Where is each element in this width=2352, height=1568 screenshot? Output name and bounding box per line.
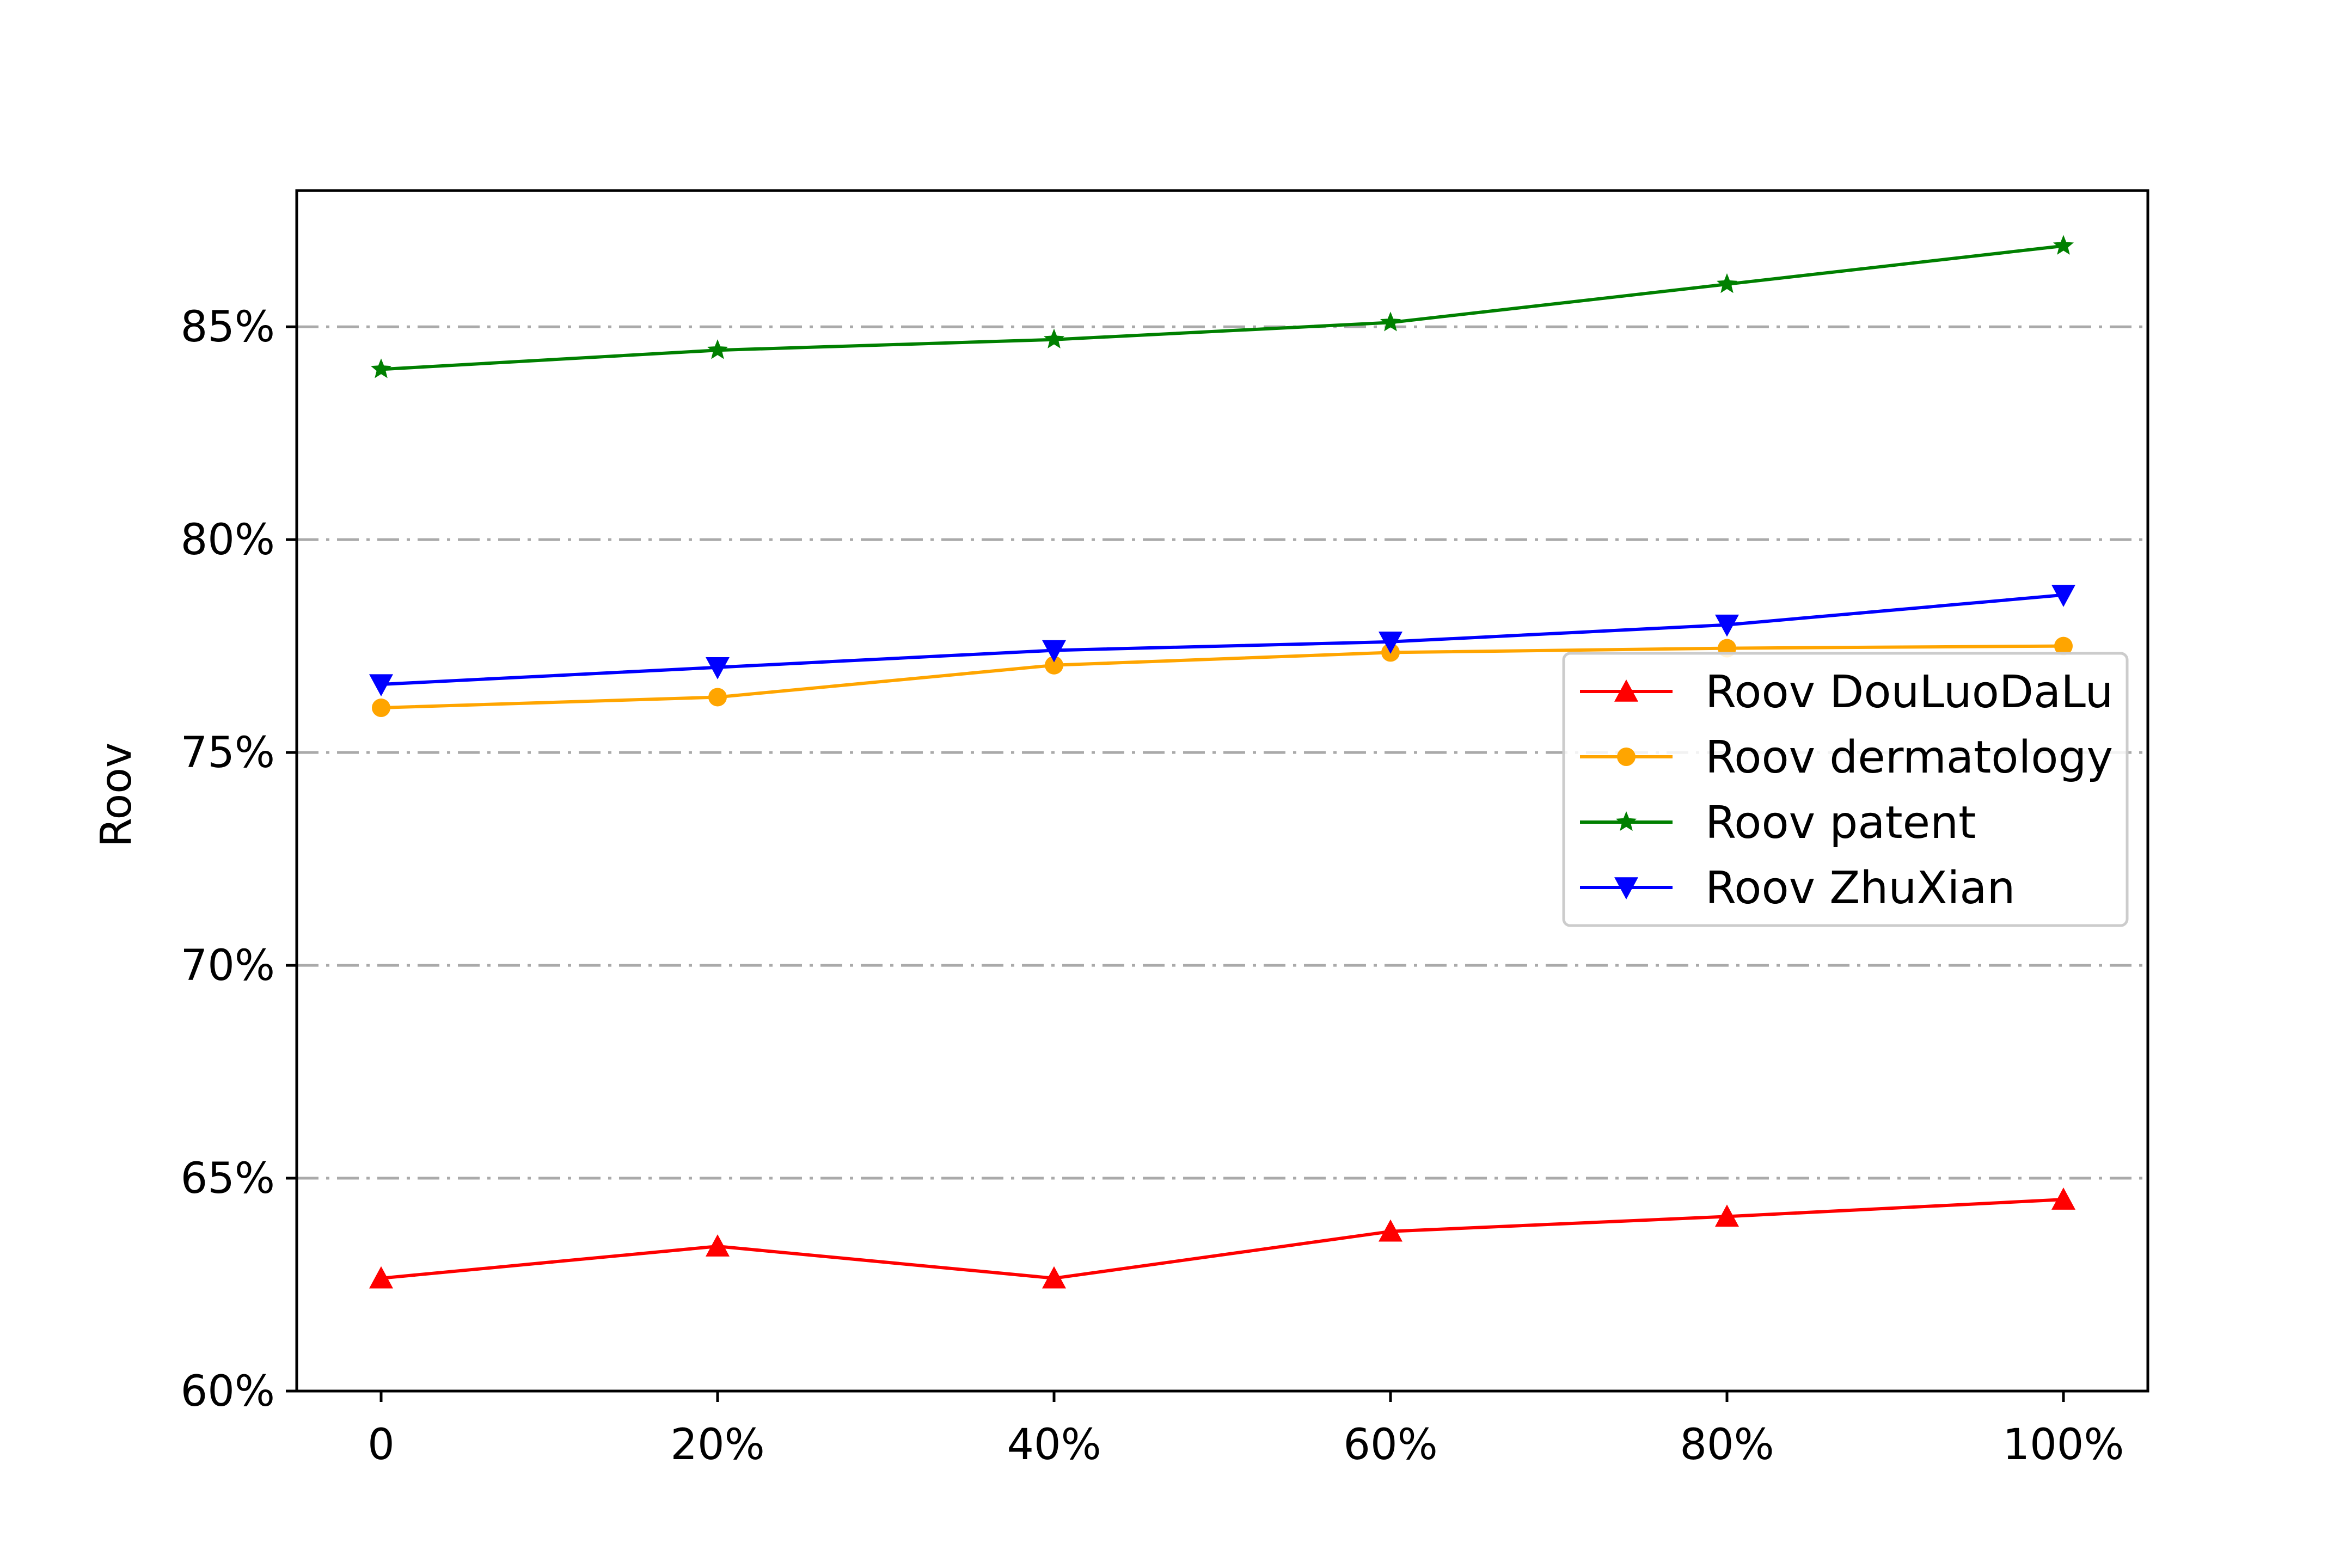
x-tick-label: 0	[367, 1420, 395, 1469]
legend-label: Roov dermatology	[1705, 732, 2113, 783]
series-2	[370, 235, 2074, 378]
y-tick-label: 70%	[181, 941, 275, 990]
legend-label: Roov ZhuXian	[1705, 862, 2016, 914]
x-tick-label: 100%	[2003, 1420, 2124, 1469]
y-axis: 60% 65% 70% 75% 80% 85%	[181, 303, 297, 1416]
data-point	[1716, 273, 1738, 293]
plot-frame	[295, 189, 2149, 1393]
legend-item: Roov DouLuoDaLu	[1580, 666, 2114, 718]
x-axis: 0 20% 40% 60% 80% 100%	[367, 1391, 2124, 1469]
legend-label: Roov DouLuoDaLu	[1705, 666, 2114, 718]
data-point	[1042, 1266, 1066, 1289]
data-point	[1379, 1219, 1402, 1242]
x-tick-label: 60%	[1343, 1420, 1437, 1469]
data-point	[2053, 235, 2074, 255]
legend: Roov DouLuoDaLu Roov dermatology Roov pate…	[1562, 652, 2129, 927]
data-point	[1042, 640, 1066, 663]
data-point	[707, 339, 728, 359]
legend-box	[1562, 652, 2129, 927]
data-point	[1715, 1204, 1739, 1227]
data-point	[369, 674, 393, 697]
series-line	[381, 1198, 2064, 1280]
legend-item: Roov patent	[1580, 797, 1976, 849]
data-point	[2051, 1187, 2075, 1210]
series-1	[372, 636, 2073, 718]
legend-marker	[1614, 679, 1638, 702]
data-point	[1715, 614, 1739, 637]
legend-item: Roov dermatology	[1580, 732, 2113, 783]
data-point	[2051, 585, 2075, 607]
legend-marker	[1614, 877, 1638, 899]
y-tick-label: 60%	[181, 1367, 275, 1416]
data-point	[708, 688, 727, 707]
data-point	[1043, 328, 1065, 348]
x-tick-label: 20%	[670, 1420, 764, 1469]
data-point	[369, 1266, 393, 1289]
x-tick-label: 40%	[1007, 1420, 1101, 1469]
series-0	[369, 1187, 2075, 1289]
legend-marker	[1617, 748, 1636, 766]
data-point	[2054, 636, 2073, 656]
y-tick-label: 75%	[181, 728, 275, 777]
y-tick-label: 80%	[181, 516, 275, 565]
series-line	[381, 244, 2064, 371]
series-line	[381, 644, 2064, 709]
legend-marker	[1615, 811, 1637, 831]
y-tick-label: 65%	[181, 1154, 275, 1203]
x-tick-label: 80%	[1680, 1420, 1774, 1469]
data-point	[1380, 311, 1401, 332]
series-line	[381, 593, 2064, 686]
y-axis-label: Roov	[92, 743, 141, 847]
legend-label: Roov patent	[1705, 797, 1976, 849]
series-3	[369, 585, 2075, 697]
data-point	[1045, 656, 1063, 675]
data-point	[370, 358, 392, 378]
data-point	[1379, 632, 1402, 654]
data-point	[706, 657, 730, 679]
data-point	[372, 699, 390, 718]
series-lines	[369, 235, 2075, 1289]
legend-item: Roov ZhuXian	[1580, 862, 2016, 914]
data-point	[706, 1234, 730, 1257]
y-tick-label: 85%	[181, 303, 275, 352]
